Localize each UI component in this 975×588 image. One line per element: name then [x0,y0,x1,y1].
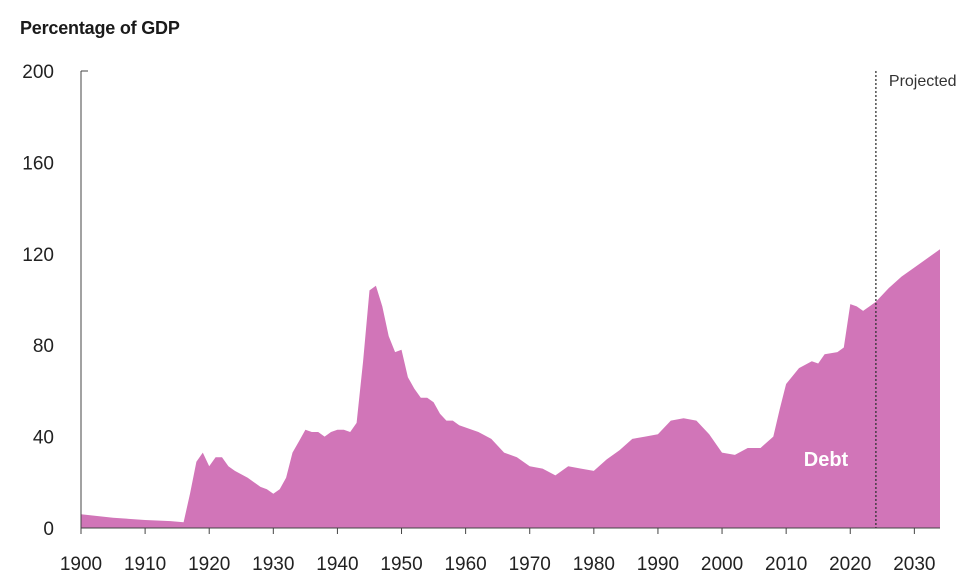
x-tick-label: 2010 [765,554,807,575]
y-tick-label: 40 [33,428,54,449]
x-tick-label: 1980 [573,554,615,575]
x-tick-label: 1900 [60,554,102,575]
y-tick-label: 200 [22,62,54,83]
x-tick-label: 2030 [893,554,935,575]
y-tick-label: 80 [33,336,54,357]
x-tick-label: 1960 [444,554,486,575]
x-tick-label: 1920 [188,554,230,575]
series-area-debt [81,249,940,528]
y-tick-label: 0 [43,519,54,540]
x-tick-label: 1940 [316,554,358,575]
x-tick-label: 2000 [701,554,743,575]
y-tick-label: 160 [22,153,54,174]
x-tick-label: 1930 [252,554,294,575]
x-tick-label: 1910 [124,554,166,575]
x-tick-label: 1990 [637,554,679,575]
y-tick-label: 120 [22,245,54,266]
y-axis-title: Percentage of GDP [20,18,180,38]
projection-label: Projected [889,73,957,90]
series-label: Debt [804,449,849,471]
x-tick-label: 1950 [380,554,422,575]
x-tick-label: 2020 [829,554,871,575]
x-tick-label: 1970 [509,554,551,575]
